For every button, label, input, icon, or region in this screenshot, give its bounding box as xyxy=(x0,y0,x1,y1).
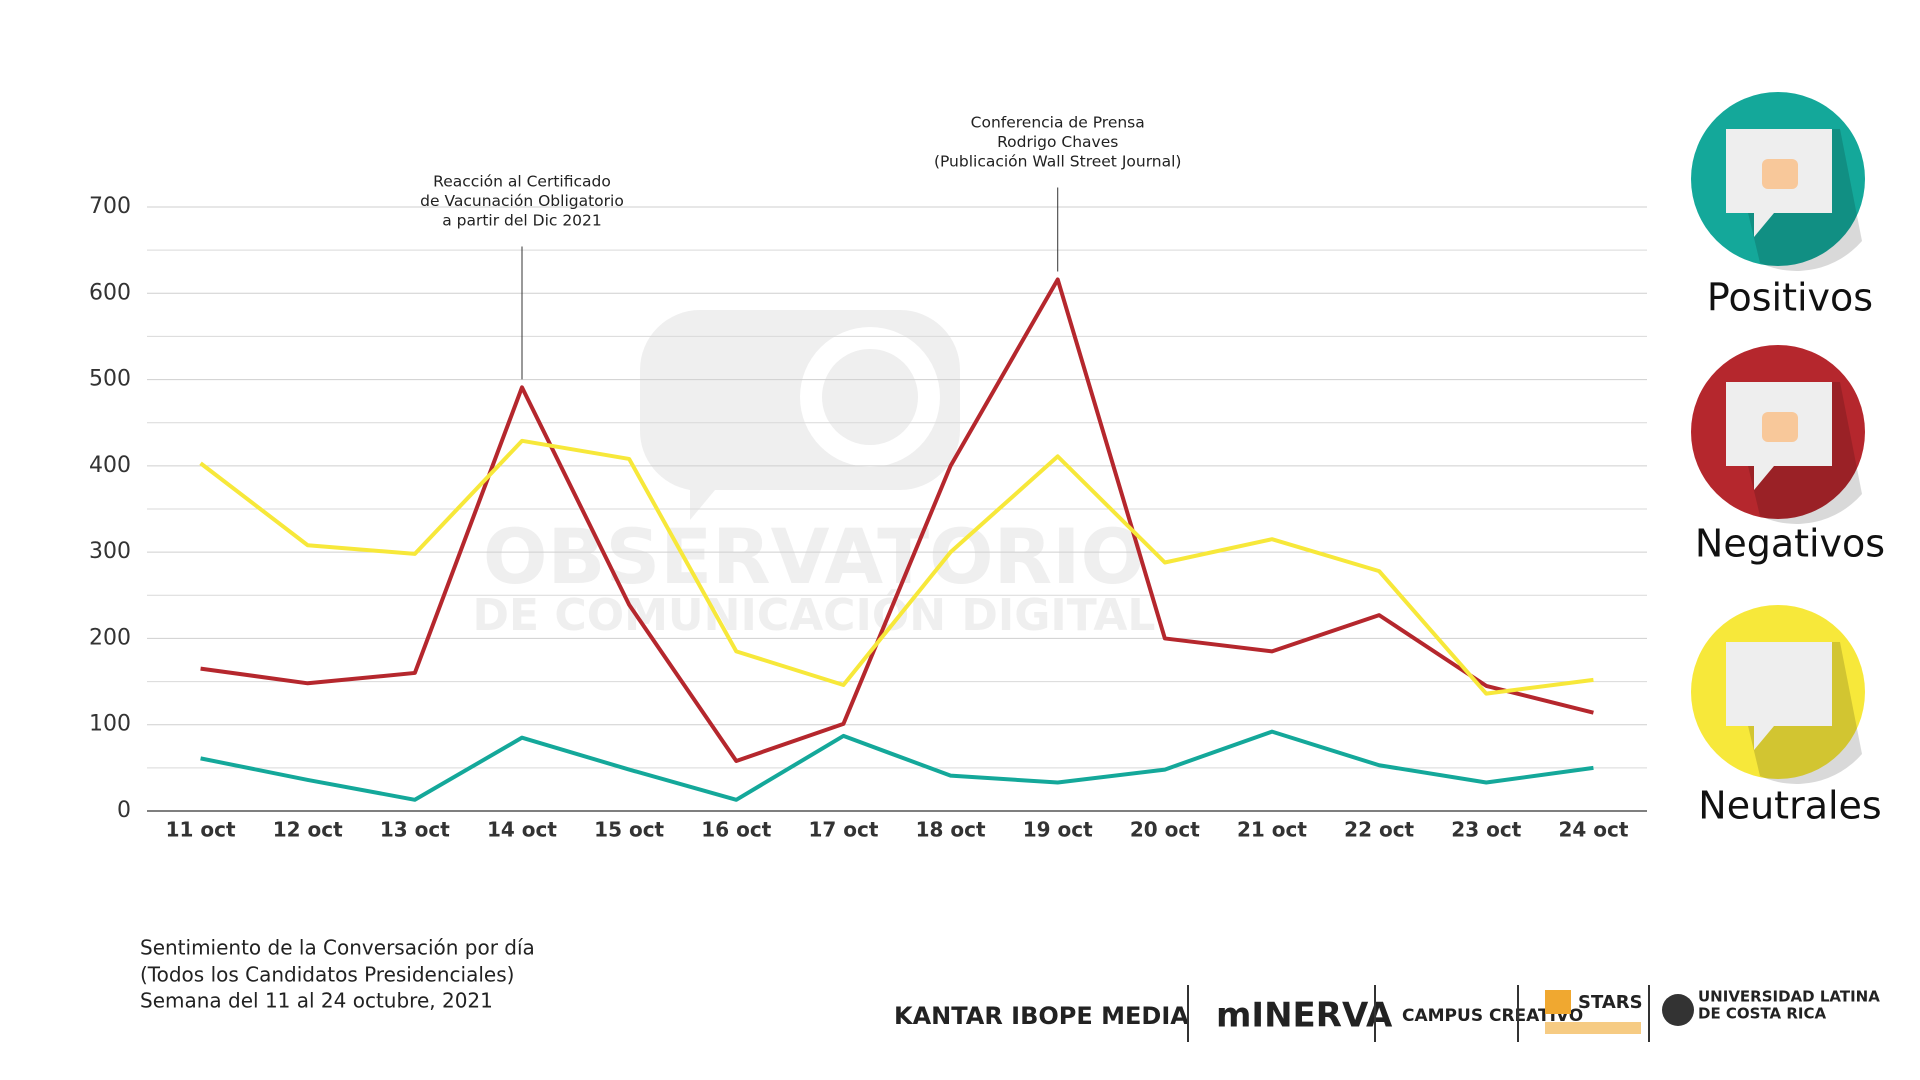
series-line xyxy=(200,277,1594,763)
x-tick-label: 22 oct xyxy=(1344,818,1414,842)
caption: (Todos los Candidatos Presidenciales) xyxy=(140,963,514,987)
legend-icon-glyph xyxy=(1762,412,1798,442)
series-line xyxy=(200,729,1594,802)
series-line xyxy=(199,438,1594,696)
caption: Sentimiento de la Conversación por día xyxy=(140,936,535,960)
logo-minerva: mINERVA xyxy=(1216,996,1393,1036)
annotation-text: a partir del Dic 2021 xyxy=(442,212,602,230)
x-tick-label: 16 oct xyxy=(701,818,771,842)
y-tick-label: 0 xyxy=(117,798,131,823)
legend-icon-tail xyxy=(1754,726,1774,750)
legend-icon-tail xyxy=(1754,213,1774,237)
annotation-text: de Vacunación Obligatorio xyxy=(420,192,624,210)
watermark: OBSERVATORIO DE COMUNICACIÓN DIGITAL xyxy=(473,310,1156,641)
logo-ulatina: DE COSTA RICA xyxy=(1698,1005,1827,1023)
x-tick-label: 14 oct xyxy=(487,818,557,842)
x-tick-label: 18 oct xyxy=(916,818,986,842)
logo-kantar: KANTAR IBOPE MEDIA xyxy=(894,1002,1189,1030)
legend-label: Negativos xyxy=(1695,522,1885,566)
y-tick-label: 300 xyxy=(89,539,131,564)
legend-icon-glyph xyxy=(1762,672,1798,702)
x-tick-label: 15 oct xyxy=(594,818,664,842)
x-tick-label: 11 oct xyxy=(166,818,236,842)
watermark-subtitle: DE COMUNICACIÓN DIGITAL xyxy=(473,588,1156,641)
y-tick-label: 100 xyxy=(89,712,131,737)
x-tick-label: 20 oct xyxy=(1130,818,1200,842)
x-tick-label: 23 oct xyxy=(1451,818,1521,842)
caption: Semana del 11 al 24 octubre, 2021 xyxy=(140,989,493,1013)
x-tick-label: 17 oct xyxy=(808,818,878,842)
x-tick-label: 24 oct xyxy=(1558,818,1628,842)
x-tick-label: 13 oct xyxy=(380,818,450,842)
annotation-text: Conferencia de Prensa xyxy=(971,114,1145,132)
logo-stars: STARS xyxy=(1578,992,1643,1013)
logo-campus: CAMPUS CREATIVO xyxy=(1402,1006,1583,1026)
x-tick-label: 19 oct xyxy=(1023,818,1093,842)
legend-icon-glyph xyxy=(1762,159,1798,189)
x-tick-label: 12 oct xyxy=(273,818,343,842)
legend-item: Neutrales xyxy=(1691,605,1882,828)
legend-icon-tail xyxy=(1754,466,1774,490)
y-tick-label: 700 xyxy=(89,194,131,219)
x-tick-label: 21 oct xyxy=(1237,818,1307,842)
watermark-title: OBSERVATORIO xyxy=(483,512,1145,601)
y-tick-label: 600 xyxy=(89,280,131,305)
y-tick-label: 500 xyxy=(89,367,131,392)
logo-ulatina: UNIVERSIDAD LATINA xyxy=(1698,988,1880,1006)
y-tick-label: 400 xyxy=(89,453,131,478)
legend-label: Neutrales xyxy=(1698,784,1881,828)
y-tick-label: 200 xyxy=(89,625,131,650)
annotation-text: Reacción al Certificado xyxy=(433,173,611,191)
legend-item: Positivos xyxy=(1691,92,1873,320)
annotation-text: (Publicación Wall Street Journal) xyxy=(934,153,1182,171)
legend-label: Positivos xyxy=(1707,276,1873,320)
logos: KANTAR IBOPE MEDIA mINERVA CAMPUS CREATI… xyxy=(894,985,1880,1042)
annotation-text: Rodrigo Chaves xyxy=(997,133,1118,151)
legend-item: Negativos xyxy=(1691,345,1885,566)
